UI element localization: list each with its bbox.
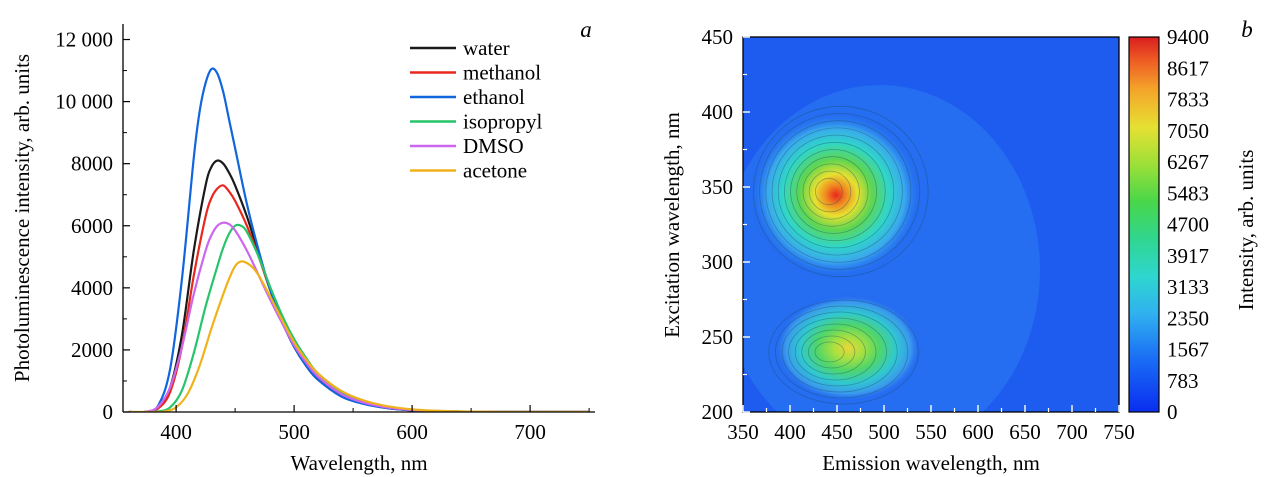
panel-a-series-lines [128, 67, 590, 412]
colorbar-tick-label: 7833 [1167, 88, 1209, 112]
contour-line [788, 317, 887, 387]
contour-line [808, 170, 852, 213]
contour-line [768, 299, 919, 405]
contour-line [796, 156, 869, 227]
y-tick-label: 450 [702, 25, 734, 49]
x-tick-label: 400 [160, 420, 192, 444]
legend-label-acetone: acetone [463, 159, 527, 183]
y-tick-label: 2000 [71, 338, 113, 362]
panel-a-xlabel: Wavelength, nm [290, 451, 427, 475]
heatmap-plot-area [743, 37, 1119, 412]
x-tick-label: 600 [396, 420, 428, 444]
panel-b-label: b [1241, 17, 1253, 42]
colorbar-tick-label: 783 [1167, 369, 1199, 393]
contour-line [774, 305, 909, 399]
panel-a-ticks: 400 500 600 700 0 2000 4000 6000 8000 10 000 12 00… [55, 28, 590, 444]
contour-line [801, 329, 866, 375]
y-tick-label: 200 [702, 400, 734, 424]
x-tick-label: 500 [868, 420, 900, 444]
y-tick-label: 4000 [71, 276, 113, 300]
contour-line [765, 120, 912, 263]
contour-line [814, 341, 845, 363]
panel-b-ylabel: Excitation wavelength, nm [660, 112, 684, 338]
x-tick-label: 350 [727, 420, 759, 444]
contour-line [781, 311, 898, 393]
y-tick-label: 300 [702, 250, 734, 274]
panel-a-line-chart: 400 500 600 700 0 2000 4000 6000 8000 10 000 12 00… [10, 17, 595, 475]
x-tick-label: 750 [1103, 420, 1135, 444]
contour-line [794, 323, 877, 381]
x-tick-label: 600 [962, 420, 994, 444]
panel-b-ticks: 350 400 450 500 550 600 650 700 750 200 250 300 350 4… [702, 25, 1135, 444]
colorbar-tick-label: 1567 [1167, 338, 1209, 362]
heatmap-peak-lower [774, 294, 922, 402]
colorbar-tick-label: 7050 [1167, 119, 1209, 143]
y-tick-label: 0 [103, 400, 114, 424]
contour-line [783, 141, 886, 242]
contour-line [759, 113, 920, 270]
colorbar-tick-label: 8617 [1167, 56, 1209, 80]
y-tick-label: 8000 [71, 152, 113, 176]
contour-line [814, 177, 843, 206]
colorbar-tick-label: 5483 [1167, 181, 1209, 205]
y-tick-label: 350 [702, 175, 734, 199]
x-tick-label: 500 [278, 420, 310, 444]
heatmap-contour-lines [752, 105, 929, 405]
x-tick-label: 650 [1009, 420, 1041, 444]
contour-line [790, 149, 877, 234]
panel-b-xlabel: Emission wavelength, nm [822, 451, 1040, 475]
x-tick-label: 700 [514, 420, 546, 444]
panel-a-label: a [580, 17, 592, 42]
panel-b-heatmap: 350 400 450 500 550 600 650 700 750 200 250 300 350 4… [660, 17, 1258, 475]
x-tick-label: 700 [1056, 420, 1088, 444]
y-tick-label: 6000 [71, 214, 113, 238]
contour-line [802, 163, 860, 220]
legend-label-methanol: methanol [463, 61, 541, 85]
contour-line [771, 127, 903, 256]
contour-line [807, 335, 856, 369]
colorbar-tick-label: 0 [1167, 400, 1178, 424]
colorbar-tick-label: 3917 [1167, 244, 1209, 268]
x-tick-label: 450 [821, 420, 853, 444]
colorbar [1128, 36, 1160, 413]
colorbar-tick-label: 6267 [1167, 150, 1209, 174]
colorbar-label: Intensity, arb. units [1234, 150, 1258, 311]
heatmap-peak-upper [750, 111, 922, 279]
x-tick-label: 550 [915, 420, 947, 444]
contour-line [752, 105, 929, 278]
colorbar-tick-label: 2350 [1167, 306, 1209, 330]
legend-label-isopropyl: isopropyl [463, 110, 543, 134]
x-tick-label: 400 [774, 420, 806, 444]
y-tick-label: 400 [702, 100, 734, 124]
colorbar-tick-label: 9400 [1167, 25, 1209, 49]
legend-label-water: water [463, 36, 510, 60]
series-line-water [128, 159, 590, 412]
panel-a-ylabel: Photoluminescence intensity, arb. units [10, 54, 34, 382]
series-line-acetone [128, 260, 590, 412]
y-tick-label: 12 000 [55, 28, 113, 52]
legend-label-dmso: DMSO [463, 134, 524, 158]
legend-label-ethanol: ethanol [463, 85, 525, 109]
y-tick-label: 250 [702, 325, 734, 349]
colorbar-ticks: 9400 8617 7833 7050 6267 5483 4700 3917 3133 2350… [1167, 25, 1209, 424]
colorbar-tick-label: 3133 [1167, 275, 1209, 299]
colorbar-tick-label: 4700 [1167, 213, 1209, 237]
contour-line [777, 134, 895, 249]
y-tick-label: 10 000 [55, 90, 113, 114]
